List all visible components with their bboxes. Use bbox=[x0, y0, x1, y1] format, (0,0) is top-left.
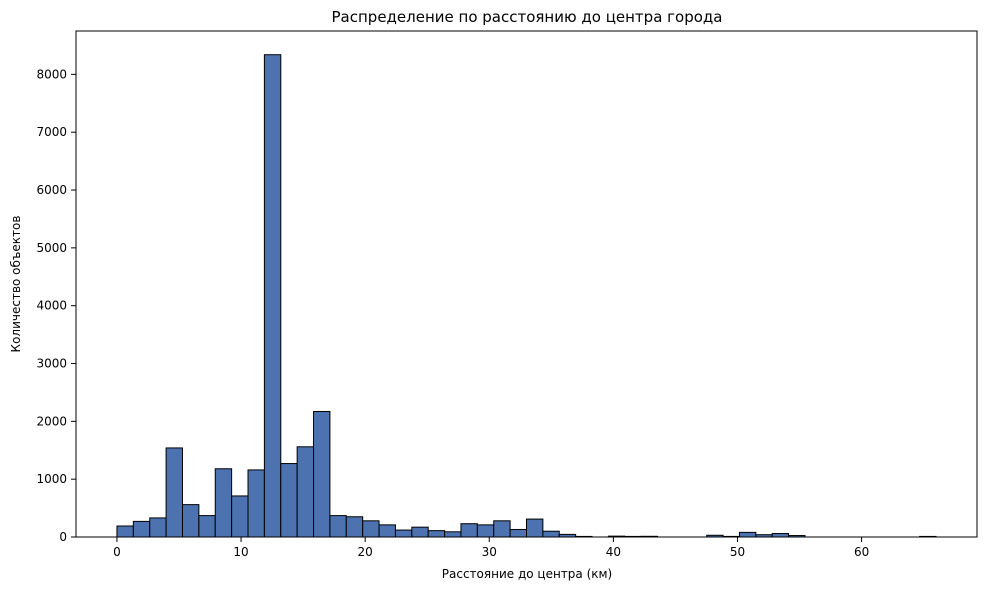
histogram-bar bbox=[526, 518, 544, 538]
histogram-bar bbox=[493, 520, 511, 538]
histogram-bar bbox=[329, 515, 347, 538]
y-tick-label: 3000 bbox=[36, 357, 67, 371]
histogram-bar bbox=[313, 411, 331, 538]
histogram-bar bbox=[280, 463, 298, 538]
x-tick-label: 60 bbox=[854, 545, 869, 559]
histogram-bar bbox=[362, 520, 380, 538]
histogram-bar bbox=[132, 520, 151, 538]
histogram-bar bbox=[460, 523, 478, 538]
x-tick-label: 20 bbox=[358, 545, 373, 559]
x-axis-label: Расстояние до центра (км) bbox=[442, 567, 612, 581]
plot-frame bbox=[75, 30, 978, 538]
histogram-bar bbox=[378, 524, 396, 538]
y-tick-label: 2000 bbox=[36, 414, 67, 428]
histogram-bar bbox=[198, 515, 216, 538]
y-axis-label: Количество объектов bbox=[9, 216, 23, 353]
histogram-bar bbox=[214, 468, 233, 538]
x-tick-label: 0 bbox=[113, 545, 121, 559]
bars-group bbox=[116, 54, 937, 538]
histogram-bar bbox=[116, 525, 134, 538]
chart-title: Распределение по расстоянию до центра го… bbox=[332, 8, 723, 26]
histogram-bar bbox=[771, 533, 790, 538]
histogram-bar bbox=[149, 517, 167, 538]
histogram-bar bbox=[394, 529, 413, 538]
histogram-bar bbox=[411, 526, 429, 538]
histogram-bar bbox=[247, 469, 265, 538]
histogram-bar bbox=[263, 54, 282, 538]
histogram-bar bbox=[542, 530, 560, 538]
histogram-bar bbox=[165, 447, 183, 538]
x-tick-label: 40 bbox=[606, 545, 621, 559]
histogram-bar bbox=[296, 446, 315, 538]
y-axis-ticks: 0 1000 2000 3000 4000 5000 6000 7000 8000 bbox=[36, 67, 76, 544]
y-tick-label: 0 bbox=[59, 530, 67, 544]
histogram-bar bbox=[476, 524, 495, 538]
histogram-bar bbox=[345, 516, 364, 538]
y-tick-label: 4000 bbox=[36, 299, 67, 313]
x-tick-label: 10 bbox=[233, 545, 248, 559]
y-tick-label: 8000 bbox=[36, 67, 67, 81]
histogram-bar bbox=[509, 528, 527, 538]
y-tick-label: 7000 bbox=[36, 125, 67, 139]
histogram-bar bbox=[738, 531, 757, 538]
y-tick-label: 5000 bbox=[36, 241, 67, 255]
x-tick-label: 50 bbox=[730, 545, 745, 559]
histogram-bar bbox=[181, 504, 200, 538]
y-tick-label: 6000 bbox=[36, 183, 67, 197]
x-tick-label: 30 bbox=[482, 545, 497, 559]
y-tick-label: 1000 bbox=[36, 472, 67, 486]
histogram-bar bbox=[444, 531, 462, 538]
histogram-bar bbox=[231, 495, 249, 538]
histogram-bar bbox=[427, 530, 446, 538]
x-axis-ticks: 0 10 20 30 40 50 60 bbox=[113, 537, 869, 559]
